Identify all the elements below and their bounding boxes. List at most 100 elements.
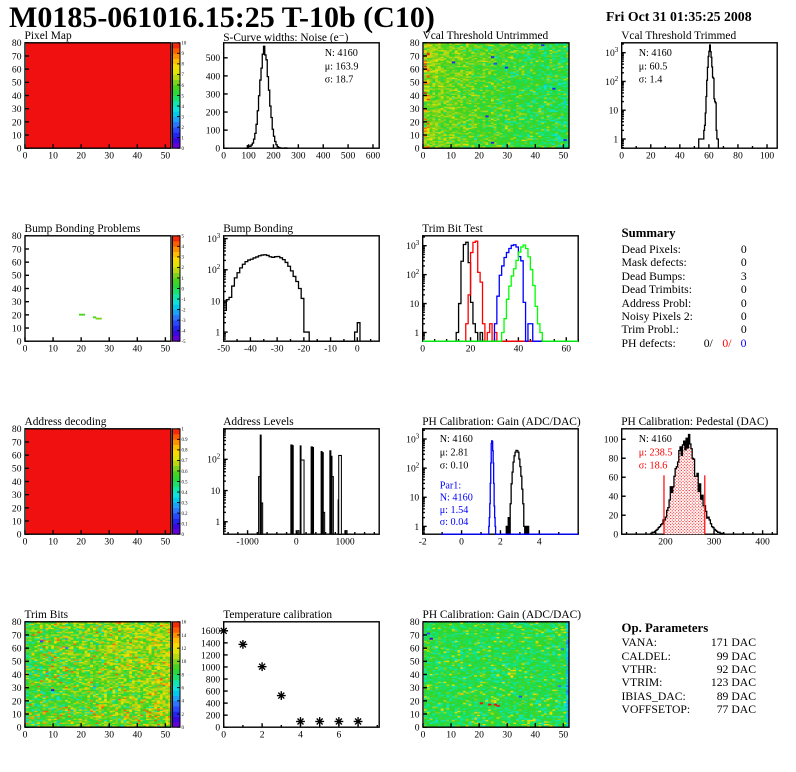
text-row-label: VTRIM: (621, 676, 663, 690)
svg-text:20: 20 (474, 730, 484, 741)
svg-text:0: 0 (182, 726, 185, 731)
text-row-label: Dead Bumps: (621, 269, 686, 283)
svg-text:μ: 2.81: μ: 2.81 (440, 447, 469, 458)
svg-text:10: 10 (12, 323, 22, 334)
svg-text:-40: -40 (244, 344, 257, 355)
svg-text:2: 2 (260, 730, 265, 741)
text-row-label: VTHR: (621, 662, 657, 676)
svg-text:12: 12 (182, 647, 187, 652)
svg-text:20: 20 (466, 344, 476, 355)
panel-2-plot: 8085909510010511011512001020304050010203… (410, 38, 570, 162)
svg-text:1: 1 (215, 327, 220, 338)
date-stamp: Fri Oct 31 01:35:25 2008 (606, 9, 752, 24)
svg-text:50: 50 (12, 78, 22, 89)
svg-text:60: 60 (410, 644, 420, 655)
svg-text:80: 80 (12, 617, 22, 628)
panel-9-title: Address Levels (223, 415, 294, 428)
svg-text:70: 70 (410, 630, 420, 641)
svg-text:1: 1 (182, 428, 185, 433)
panel-10-plot: -2 0 2 4 1 10 102 103 N: 4160 μ: 2.81 σ: 0.10 Par1:… (406, 428, 579, 548)
text-row: Noisy Pixels 2: 0 (622, 310, 747, 323)
svg-text:2: 2 (182, 126, 185, 131)
svg-text:80: 80 (733, 151, 743, 162)
panel-1-title: S-Curve widths: Noise (e⁻) (223, 31, 349, 44)
svg-text:40: 40 (133, 151, 143, 162)
panel-3-title: Vcal Threshold Trimmed (621, 29, 737, 42)
svg-text:102: 102 (207, 454, 221, 466)
svg-text:100: 100 (760, 151, 775, 162)
svg-text:60: 60 (12, 258, 22, 269)
svg-text:20: 20 (474, 151, 484, 162)
svg-text:80: 80 (12, 38, 22, 49)
svg-text:-3: -3 (182, 319, 187, 324)
svg-text:102: 102 (406, 463, 420, 475)
svg-text:50: 50 (12, 271, 22, 282)
svg-text:1: 1 (414, 522, 419, 533)
svg-text:0: 0 (420, 344, 425, 355)
svg-text:0: 0 (23, 537, 28, 548)
svg-text:0.1: 0.1 (182, 522, 189, 527)
svg-text:10: 10 (48, 344, 58, 355)
svg-text:10: 10 (12, 130, 22, 141)
svg-text:10: 10 (410, 493, 420, 504)
svg-text:80: 80 (609, 454, 619, 465)
heatmap-0 (25, 43, 171, 148)
ph-defects-value: 0/ (722, 336, 732, 350)
panel-0-title: Pixel Map (24, 29, 72, 42)
svg-text:0: 0 (221, 151, 226, 162)
ph-defects-value: 0/ (703, 336, 713, 350)
svg-text:400: 400 (206, 71, 221, 82)
svg-text:20: 20 (410, 696, 420, 707)
svg-text:103: 103 (605, 47, 619, 59)
svg-text:10: 10 (211, 296, 221, 307)
svg-text:5: 5 (182, 94, 185, 99)
svg-text:70: 70 (410, 51, 420, 62)
svg-text:N: 4160: N: 4160 (440, 493, 473, 504)
text-row-value: 0 (740, 243, 747, 256)
svg-text:σ: 18.7: σ: 18.7 (325, 75, 354, 86)
svg-text:14: 14 (182, 634, 187, 639)
panel-6: Trim Bit Test 0 20 40 60 1 10 102 103 (398, 193, 597, 386)
svg-text:6: 6 (182, 686, 185, 691)
svg-text:60: 60 (704, 151, 714, 162)
svg-text:-20: -20 (297, 344, 310, 355)
panel-15: Op. Parameters VANA: 171 DAC CALDEL: 99 DAC V… (597, 579, 796, 772)
text-row: Dead Pixels: 0 (622, 243, 747, 256)
svg-text:-10: -10 (324, 344, 337, 355)
panel-1-plot: 0 100 200 300 400 500 600 0 100 200 300 400 500 N: 41… (206, 42, 380, 162)
svg-text:1200: 1200 (201, 650, 220, 661)
svg-text:60: 60 (12, 65, 22, 76)
panel-11: PH Calibration: Pedestal (DAC) 200 300 400 0… (597, 386, 796, 579)
svg-text:80: 80 (410, 38, 420, 49)
svg-text:0: 0 (294, 537, 299, 548)
svg-text:40: 40 (531, 730, 541, 741)
svg-text:30: 30 (104, 537, 114, 548)
svg-text:7: 7 (182, 73, 185, 78)
svg-text:σ: 1.4: σ: 1.4 (639, 75, 663, 86)
panel-8: Address decoding 0 0.1 0.2 0.3 0.4 0.5 0.6 0.7 0.… (0, 386, 199, 579)
svg-text:μ: 163.9: μ: 163.9 (325, 61, 359, 72)
svg-text:0: 0 (415, 144, 420, 155)
svg-text:4: 4 (537, 537, 542, 548)
svg-text:10: 10 (48, 151, 58, 162)
svg-text:40: 40 (133, 537, 143, 548)
svg-text:0.5: 0.5 (182, 480, 189, 485)
svg-text:5: 5 (182, 235, 185, 240)
svg-text:8: 8 (182, 63, 185, 68)
svg-text:200: 200 (206, 107, 221, 118)
panel-0: Pixel Map 0 1 2 3 4 5 6 7 8 9 10 0 10 20 30 40 50 0 10 20 30 4… (0, 0, 199, 193)
text-row-label: Mask defects: (621, 256, 687, 270)
text-row-value: 0 (740, 283, 747, 297)
svg-text:50: 50 (410, 78, 420, 89)
panel-4: Bump Bonding Problems -5 -4 -3 -2 -1 0 1 2 3 4 5 0 10… (0, 193, 199, 386)
panel-5-title: Bump Bonding (223, 222, 294, 235)
svg-text:0.4: 0.4 (182, 491, 189, 496)
text-row: VOFFSETOP: 77 DAC (622, 703, 757, 716)
panel-14-title: PH Calibration: Gain (ADC/DAC) (422, 608, 582, 621)
svg-text:100: 100 (206, 126, 221, 137)
text-row-value: 89 DAC (716, 689, 756, 703)
panel-10-title: PH Calibration: Gain (ADC/DAC) (422, 415, 581, 428)
